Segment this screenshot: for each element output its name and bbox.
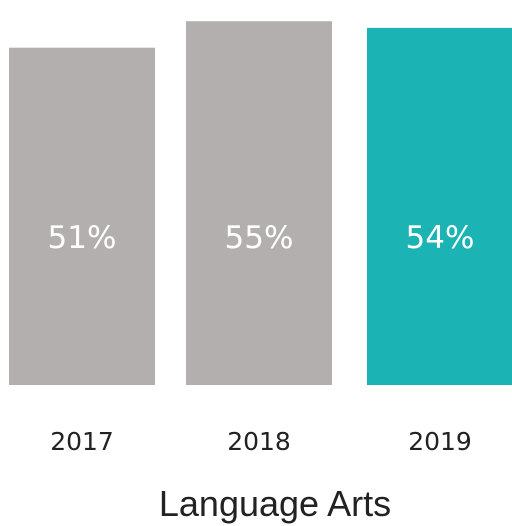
x-tick-label-2017: 2017: [50, 427, 114, 456]
bar-value-label-2018: 55%: [225, 220, 294, 256]
x-tick-labels-group: 2017 2018 2019: [50, 427, 472, 456]
bar-2017: [9, 47, 155, 386]
bar-2018: [186, 21, 332, 386]
bar-value-label-2017: 51%: [48, 220, 117, 256]
bar-value-label-2019: 54%: [406, 220, 475, 256]
chart-xlabel: Language Arts: [159, 483, 391, 524]
x-tick-label-2019: 2019: [408, 427, 472, 456]
x-tick-label-2018: 2018: [227, 427, 291, 456]
bar-2019: [367, 27, 512, 386]
value-labels-group: 51% 55% 54%: [48, 220, 475, 256]
bars-group: [9, 21, 512, 386]
